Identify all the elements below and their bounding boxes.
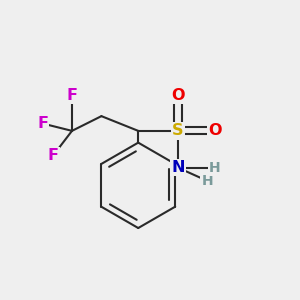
- Text: F: F: [37, 116, 48, 131]
- Text: F: F: [67, 88, 77, 103]
- Text: F: F: [47, 148, 58, 164]
- Text: O: O: [208, 123, 221, 138]
- Text: S: S: [172, 123, 184, 138]
- Text: N: N: [171, 160, 185, 175]
- Text: H: H: [202, 174, 213, 188]
- Text: O: O: [171, 88, 185, 103]
- Text: H: H: [209, 161, 220, 175]
